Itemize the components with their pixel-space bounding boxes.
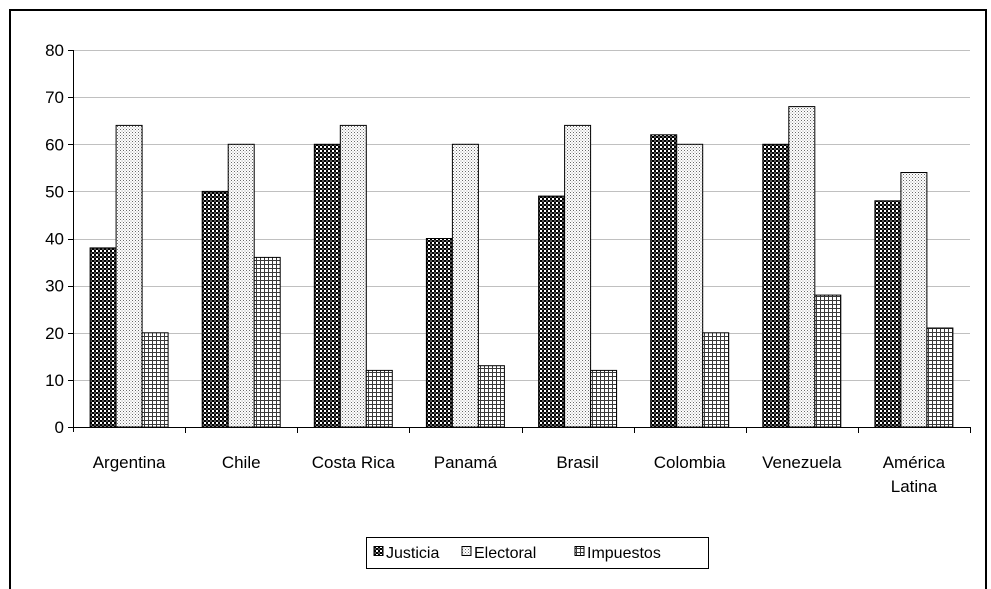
- bar-justicia-6: [762, 143, 790, 428]
- bar-electoral-3: [451, 143, 479, 428]
- legend-swatch-impuestos: [574, 546, 585, 556]
- legend-label-impuestos: Impuestos: [587, 545, 661, 562]
- bar-justicia-5: [650, 134, 678, 428]
- y-tick-label-50: 50: [45, 182, 64, 201]
- bar-justicia-7: [874, 200, 902, 428]
- bar-electoral-5: [676, 143, 704, 428]
- bar-justicia-0: [89, 247, 117, 428]
- x-tick-label-7: América Latina: [883, 453, 946, 496]
- legend-swatch-justicia: [373, 546, 384, 556]
- bar-justicia-1: [201, 190, 229, 428]
- bar-impuestos-2: [365, 369, 393, 428]
- y-tick-label-0: 0: [55, 418, 64, 437]
- x-tick-label-0: Argentina: [93, 453, 166, 472]
- x-tick-label-2: Costa Rica: [312, 453, 396, 472]
- legend: Justicia Electoral Impuestos: [366, 537, 709, 569]
- x-tick-label-6: Venezuela: [762, 453, 842, 472]
- bar-electoral-6: [788, 106, 816, 428]
- y-tick-label-80: 80: [45, 41, 64, 60]
- y-tick-label-30: 30: [45, 277, 64, 296]
- x-tick-label-4: Brasil: [556, 453, 599, 472]
- y-tick-label-10: 10: [45, 371, 64, 390]
- legend-label-justicia: Justicia: [386, 545, 439, 562]
- bar-justicia-4: [538, 195, 566, 428]
- bar-impuestos-6: [814, 294, 842, 428]
- bar-impuestos-7: [926, 327, 954, 428]
- bar-impuestos-1: [253, 256, 281, 428]
- x-tick-label-3: Panamá: [434, 453, 498, 472]
- bar-justicia-3: [425, 238, 453, 428]
- bar-electoral-1: [227, 143, 255, 428]
- legend-label-electoral: Electoral: [474, 545, 536, 562]
- y-tick-label-20: 20: [45, 324, 64, 343]
- bar-electoral-0: [115, 124, 143, 428]
- x-tick-label-5: Colombia: [654, 453, 726, 472]
- y-tick-label-70: 70: [45, 88, 64, 107]
- bar-justicia-2: [313, 143, 341, 428]
- legend-box: [366, 537, 709, 569]
- axes: [68, 50, 971, 433]
- bar-impuestos-0: [141, 332, 169, 428]
- bar-impuestos-3: [477, 365, 505, 428]
- y-tick-label-40: 40: [45, 230, 64, 249]
- x-tick-label-1: Chile: [222, 453, 261, 472]
- legend-swatch-electoral: [461, 546, 472, 556]
- y-tick-label-60: 60: [45, 135, 64, 154]
- bar-electoral-4: [564, 124, 592, 428]
- x-tick-labels: Argentina Chile Costa Rica Panamá Brasil Colo…: [93, 453, 946, 496]
- bar-impuestos-5: [702, 332, 730, 428]
- bar-impuestos-4: [590, 369, 618, 428]
- bar-electoral-2: [339, 124, 367, 428]
- bar-electoral-7: [900, 172, 928, 428]
- bars: [89, 106, 954, 428]
- y-tick-labels: 0 10 20 30 40 50 60 70 80: [45, 41, 64, 437]
- bar-chart: 0 10 20 30 40 50 60 70 80 Argentina Chile Costa Ri…: [45, 41, 971, 569]
